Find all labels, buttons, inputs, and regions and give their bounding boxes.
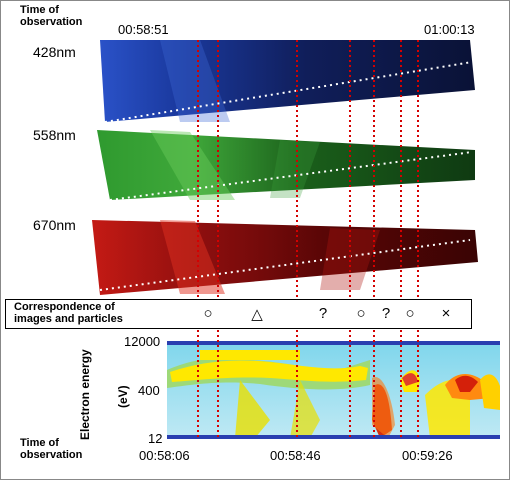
energy-tick-12000: 12000 xyxy=(124,334,161,349)
correspondence-box xyxy=(5,299,472,329)
time-tick-005846: 00:58:46 xyxy=(270,448,321,463)
symbol-question-2: ? xyxy=(381,305,391,322)
correspondence-title-line2: images and particles xyxy=(14,313,123,325)
time-tick-005926: 00:59:26 xyxy=(402,448,453,463)
correspondence-title-line1: Correspondence of xyxy=(14,301,115,313)
time-label-line2: observation xyxy=(20,16,83,28)
time-label-line1: Time of xyxy=(20,4,59,16)
y-axis-label: Electron energy xyxy=(78,349,92,440)
time-of-observation-bottom: Time of observation xyxy=(20,437,82,461)
trajectory-dotted-line xyxy=(99,239,471,291)
symbol-triangle: △ xyxy=(251,306,263,323)
time-end-top: 01:00:13 xyxy=(424,22,475,37)
electron-spectrogram xyxy=(167,341,500,439)
energy-tick-400: 400 xyxy=(138,383,160,398)
time-label-bottom-line1: Time of xyxy=(20,437,59,449)
time-tick-005806: 00:58:06 xyxy=(139,448,190,463)
energy-axis-top-bar xyxy=(167,341,500,345)
wavelength-label-428: 428nm xyxy=(33,44,76,60)
image-band-428nm xyxy=(100,40,475,123)
symbol-circle-2: ○ xyxy=(356,305,366,322)
symbol-question-1: ? xyxy=(318,305,328,322)
symbol-circle-1: ○ xyxy=(203,305,213,322)
image-band-670nm xyxy=(92,220,478,295)
energy-axis-bottom-bar xyxy=(167,435,500,439)
correspondence-title: Correspondence of images and particles xyxy=(14,301,123,325)
time-label-bottom-line2: observation xyxy=(20,449,83,461)
event-marker-lines xyxy=(197,40,419,440)
energy-tick-12: 12 xyxy=(148,431,163,446)
trajectory-dotted-line xyxy=(104,61,473,123)
image-band-558nm xyxy=(97,130,475,201)
trajectory-dotted-line xyxy=(109,151,473,201)
wavelength-label-670: 670nm xyxy=(33,217,76,233)
symbol-circle-3: ○ xyxy=(405,305,415,322)
y-axis-unit: (eV) xyxy=(116,385,130,408)
wavelength-label-558: 558nm xyxy=(33,127,76,143)
symbol-cross: × xyxy=(441,305,451,322)
time-of-observation-top: Time of observation xyxy=(20,4,82,28)
time-start-top: 00:58:51 xyxy=(118,22,169,37)
